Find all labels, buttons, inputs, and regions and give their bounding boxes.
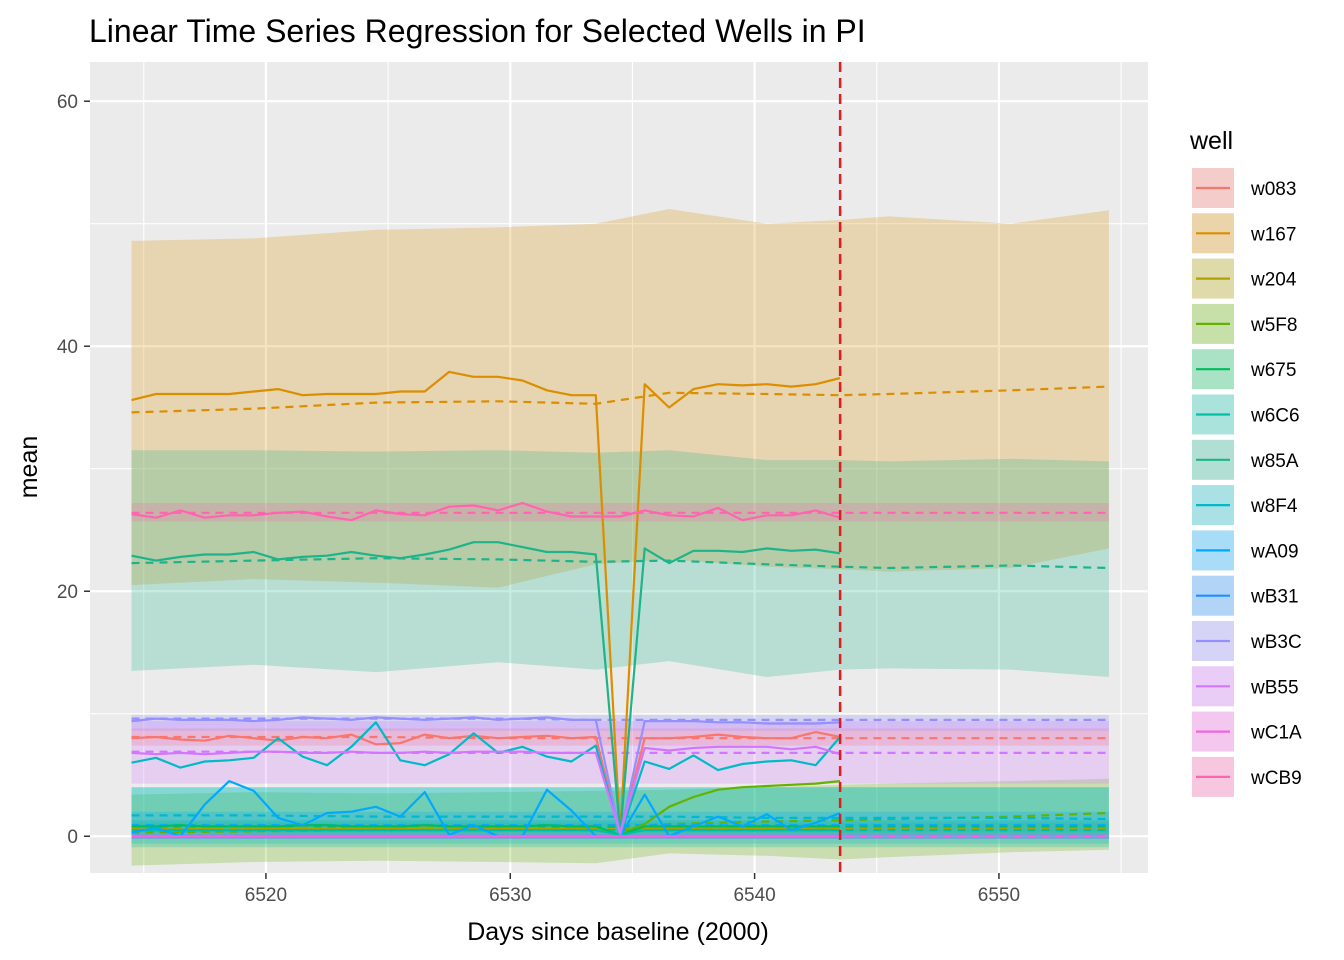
- x-tick-label: 6530: [489, 885, 531, 906]
- y-tick-label: 0: [67, 827, 78, 848]
- y-tick-label: 20: [57, 582, 78, 603]
- observed-line-w083: [131, 730, 841, 835]
- observed-line-wa09: [131, 779, 841, 838]
- x-axis: 6520 6530 6540 6550: [245, 873, 1020, 906]
- chart-title: Linear Time Series Regression for Select…: [89, 13, 866, 49]
- legend-label-w6c6: w6C6: [1250, 406, 1300, 427]
- legend-label-wb31: wB31: [1250, 587, 1299, 608]
- legend-label-w675: w675: [1250, 360, 1296, 381]
- observed-line-w675: [131, 824, 841, 837]
- observed-line-wb3c: [131, 716, 841, 835]
- legend-label-w85a: w85A: [1250, 451, 1299, 472]
- observed-line-wcb9: [131, 501, 841, 522]
- band-w083: [131, 728, 1109, 746]
- band-w167: [131, 209, 1109, 588]
- legend-label-w167: w167: [1250, 224, 1296, 245]
- x-tick-label: 6550: [978, 885, 1020, 906]
- observed-line-w8f4: [131, 721, 841, 837]
- confidence-bands: [131, 209, 1109, 866]
- y-tick-label: 40: [57, 337, 78, 358]
- observed-line-w167: [131, 370, 841, 837]
- fitted-line-w85a: [131, 557, 1109, 570]
- legend-label-wc1a: wC1A: [1250, 723, 1302, 744]
- observed-line-w85a: [131, 541, 841, 835]
- y-tick-label: 60: [57, 92, 78, 113]
- legend-label-w083: w083: [1250, 179, 1296, 200]
- legend-label-wb3c: wB3C: [1250, 632, 1302, 653]
- legend-label-w204: w204: [1250, 270, 1297, 291]
- y-axis: 0 20 40 60: [57, 92, 90, 848]
- x-tick-label: 6520: [245, 885, 287, 906]
- band-wcb9: [131, 503, 1109, 522]
- legend-title: well: [1189, 127, 1233, 155]
- observed-line-wb55: [131, 745, 841, 835]
- y-axis-title: mean: [15, 436, 43, 499]
- legend-label-w8f4: w8F4: [1250, 496, 1298, 517]
- legend-label-wcb9: wCB9: [1250, 768, 1302, 789]
- fitted-line-w8f4: [131, 814, 1109, 821]
- legend-label-wa09: wA09: [1250, 541, 1299, 562]
- legend-label-wb55: wB55: [1250, 677, 1299, 698]
- x-axis-title: Days since baseline (2000): [467, 918, 769, 946]
- x-tick-label: 6540: [733, 885, 775, 906]
- legend-label-w5f8: w5F8: [1250, 315, 1297, 336]
- band-w85a: [131, 450, 1109, 677]
- observed-lines: [131, 370, 841, 838]
- fitted-line-w167: [131, 385, 1109, 414]
- legend: well w083 w167 w204 w5F8 w675 w6C6 w85A w8F4 wA0…: [1189, 127, 1302, 797]
